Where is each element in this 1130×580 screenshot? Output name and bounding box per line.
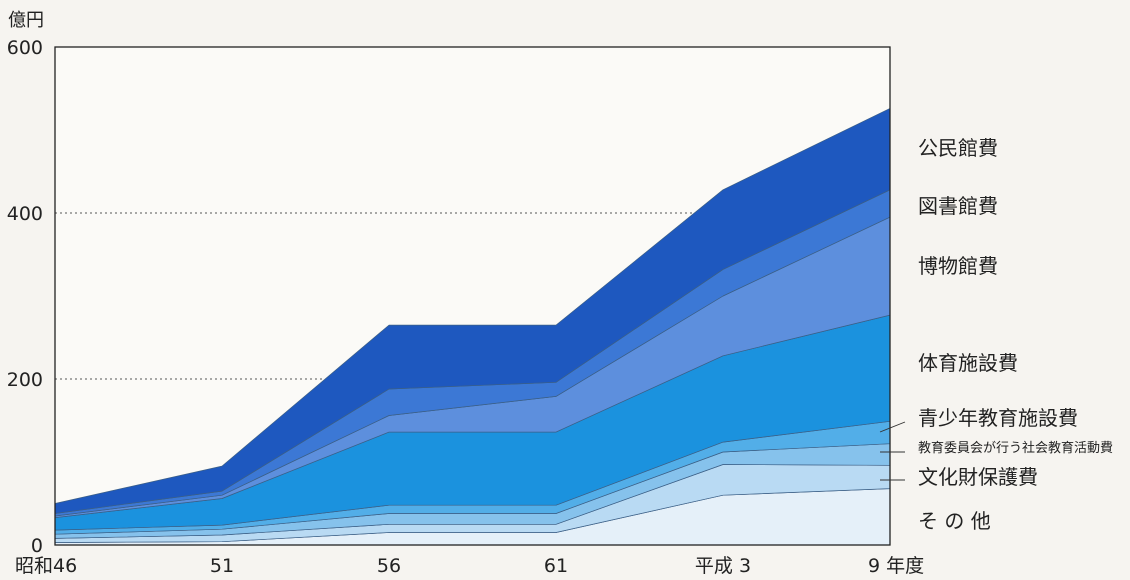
x-tick-label: 平成 3	[695, 555, 751, 577]
legend-label-4: 体育施設費	[918, 351, 1018, 375]
x-axis: 昭和46 51 56 61 平成 3 9 年度	[15, 555, 924, 577]
y-axis-unit-label: 億円	[8, 10, 44, 31]
plot-border	[54, 46, 891, 546]
legend-label-2: 教育委員会が行う社会教育活動費	[918, 440, 1113, 456]
legend-label-1: 文化財保護費	[918, 465, 1038, 489]
x-tick-label: 51	[210, 555, 234, 577]
x-tick-label: 56	[377, 555, 401, 577]
y-tick-label: 0	[31, 535, 43, 557]
legend-label-0: そ の 他	[918, 509, 991, 533]
y-tick-label: 600	[7, 37, 43, 59]
legend-label-3: 青少年教育施設費	[918, 406, 1078, 430]
y-tick-label: 400	[7, 203, 43, 225]
legend-leader-line	[879, 421, 906, 433]
x-tick-label: 61	[544, 555, 568, 577]
x-tick-label: 9 年度	[868, 555, 924, 577]
y-axis: 0 200 400 600	[7, 37, 43, 557]
legend-label-5: 博物館費	[918, 254, 998, 278]
y-tick-label: 200	[7, 369, 43, 391]
legend-label-6: 図書館費	[918, 194, 998, 218]
legend-label-7: 公民館費	[918, 136, 998, 160]
x-tick-label: 昭和46	[15, 555, 77, 577]
